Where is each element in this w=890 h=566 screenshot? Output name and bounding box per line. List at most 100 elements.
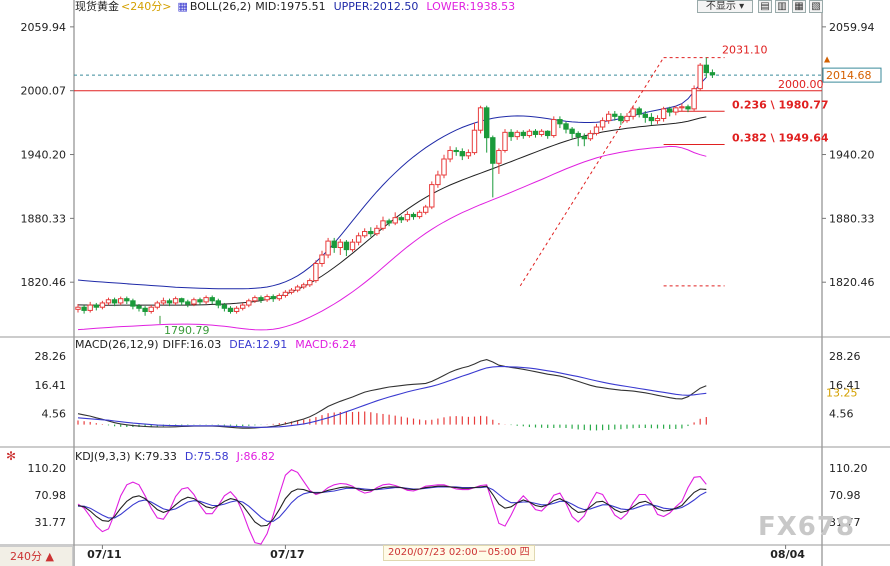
candle[interactable] xyxy=(270,294,276,302)
candle[interactable] xyxy=(465,149,472,160)
candle[interactable] xyxy=(87,301,93,313)
candle[interactable] xyxy=(490,135,496,198)
candle[interactable] xyxy=(246,298,252,308)
candle[interactable] xyxy=(709,69,716,78)
candle[interactable] xyxy=(252,295,258,303)
candle[interactable] xyxy=(99,300,106,310)
candle[interactable] xyxy=(636,106,642,118)
candle[interactable] xyxy=(374,225,380,236)
candle[interactable] xyxy=(520,130,526,139)
price-panel[interactable]: 1790.79 2031.10 2000.00 0.236 \ 1980.77 0.38… xyxy=(74,44,829,337)
candle[interactable] xyxy=(282,290,289,298)
candle[interactable] xyxy=(441,154,447,179)
candle[interactable] xyxy=(435,170,441,188)
candle[interactable] xyxy=(319,250,325,267)
candle[interactable] xyxy=(612,111,618,121)
candle[interactable] xyxy=(392,212,398,226)
candle[interactable] xyxy=(667,106,673,117)
toolbar-icon-1[interactable]: ▤ xyxy=(758,0,772,13)
candle[interactable] xyxy=(581,133,587,147)
candle[interactable] xyxy=(368,227,374,237)
candle[interactable] xyxy=(599,117,606,131)
candle[interactable] xyxy=(172,296,179,306)
candle[interactable] xyxy=(624,113,630,123)
candle[interactable] xyxy=(337,238,344,255)
candle[interactable] xyxy=(349,238,356,252)
candle[interactable] xyxy=(606,111,612,124)
candle[interactable] xyxy=(233,306,240,314)
candle[interactable] xyxy=(569,127,575,139)
candle[interactable] xyxy=(179,297,185,306)
candle[interactable] xyxy=(154,300,161,310)
candle[interactable] xyxy=(703,57,709,78)
candle[interactable] xyxy=(587,130,594,141)
candle[interactable] xyxy=(227,306,234,314)
display-select[interactable]: 不显示 ▾ xyxy=(697,0,753,13)
candle[interactable] xyxy=(215,298,222,309)
candle[interactable] xyxy=(526,129,533,138)
macd-panel[interactable] xyxy=(77,359,707,431)
candle[interactable] xyxy=(691,85,697,112)
candle[interactable] xyxy=(301,282,307,290)
candle[interactable] xyxy=(136,304,142,312)
candle[interactable] xyxy=(81,305,87,314)
candle[interactable] xyxy=(673,105,679,116)
candle[interactable] xyxy=(118,296,124,306)
candle[interactable] xyxy=(532,129,539,138)
candle[interactable] xyxy=(654,115,661,124)
candle[interactable] xyxy=(679,103,685,112)
candle[interactable] xyxy=(111,297,118,307)
candle[interactable] xyxy=(276,293,283,301)
candle[interactable] xyxy=(362,228,368,238)
candle[interactable] xyxy=(307,278,313,287)
toolbar-icon-2[interactable]: ▥ xyxy=(775,0,789,13)
toolbar-icon-4[interactable]: ▧ xyxy=(809,0,823,13)
candle[interactable] xyxy=(538,129,545,137)
candle[interactable] xyxy=(105,297,112,306)
candle[interactable] xyxy=(221,302,228,312)
toolbar-icon-3[interactable]: ▦ xyxy=(792,0,806,13)
candle[interactable] xyxy=(386,218,392,227)
candle[interactable] xyxy=(142,306,148,316)
candle[interactable] xyxy=(575,131,581,147)
candle[interactable] xyxy=(618,113,624,125)
candle[interactable] xyxy=(313,260,319,283)
candle[interactable] xyxy=(551,116,557,138)
candle[interactable] xyxy=(75,304,81,313)
candle[interactable] xyxy=(203,295,209,305)
candle[interactable] xyxy=(191,297,197,307)
candle[interactable] xyxy=(453,147,459,156)
candle[interactable] xyxy=(416,210,423,219)
candle[interactable] xyxy=(410,212,417,220)
candle[interactable] xyxy=(124,296,130,305)
candle[interactable] xyxy=(343,240,350,257)
candle[interactable] xyxy=(355,232,362,246)
candle[interactable] xyxy=(429,181,435,210)
candle[interactable] xyxy=(685,104,691,113)
candle[interactable] xyxy=(459,148,466,161)
candle[interactable] xyxy=(477,105,484,134)
candle[interactable] xyxy=(557,116,563,129)
candle[interactable] xyxy=(209,295,215,305)
candle[interactable] xyxy=(160,297,167,306)
candle[interactable] xyxy=(514,130,520,140)
candle[interactable] xyxy=(197,297,203,306)
candle[interactable] xyxy=(484,105,490,153)
candle[interactable] xyxy=(593,123,600,136)
candle[interactable] xyxy=(93,302,99,311)
candle[interactable] xyxy=(404,211,411,222)
candle[interactable] xyxy=(630,105,636,120)
candle[interactable] xyxy=(130,298,136,310)
candle[interactable] xyxy=(496,148,502,174)
candle[interactable] xyxy=(325,237,331,259)
timeframe-button[interactable]: 240分 ▲ xyxy=(0,546,73,566)
candle[interactable] xyxy=(545,130,551,139)
candle[interactable] xyxy=(563,121,569,134)
candle[interactable] xyxy=(660,106,667,122)
candle[interactable] xyxy=(471,122,478,155)
candle[interactable] xyxy=(423,204,429,215)
candle[interactable] xyxy=(148,305,154,314)
candle[interactable] xyxy=(288,288,295,295)
candle[interactable] xyxy=(697,63,703,91)
